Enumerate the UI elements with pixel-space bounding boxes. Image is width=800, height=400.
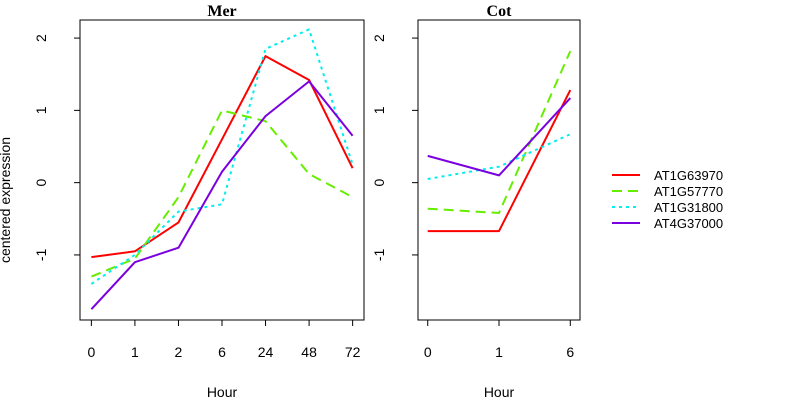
legend-label: AT1G63970 <box>654 168 723 183</box>
legend-item: AT1G57770 <box>612 184 723 199</box>
panel-mer: Mer 0 1 2 6 24 48 72 Hour -1 0 1 2 <box>33 3 365 400</box>
series-line-at1g31800 <box>90 28 354 285</box>
legend-label: AT4G37000 <box>654 216 723 231</box>
legend-item: AT1G31800 <box>612 200 723 215</box>
y-tick-label: -1 <box>371 249 387 262</box>
series-line-at1g57770 <box>427 50 572 214</box>
x-tick-label: 1 <box>495 344 503 360</box>
x-axis-label: Hour <box>484 384 515 400</box>
x-tick-label: 0 <box>424 344 432 360</box>
y-tick-label: 1 <box>371 106 387 114</box>
legend-item: AT4G37000 <box>612 216 723 231</box>
y-tick-label: -1 <box>33 249 49 262</box>
y-tick-label: 1 <box>33 106 49 114</box>
legend-item: AT1G63970 <box>612 168 723 183</box>
chart-panels: Mer 0 1 2 6 24 48 72 Hour -1 0 1 2 Cot 0 1 6 Hour -1 0 1 2 <box>33 3 581 400</box>
x-tick-label: 72 <box>345 344 361 360</box>
y-axis-label: centered expression <box>0 137 13 263</box>
legend-label: AT1G57770 <box>654 184 723 199</box>
x-tick-label: 48 <box>301 344 317 360</box>
panel-cot: Cot 0 1 6 Hour -1 0 1 2 <box>371 3 581 400</box>
panel-title: Mer <box>207 3 236 20</box>
x-tick-label: 1 <box>131 344 139 360</box>
panel-title: Cot <box>487 3 513 20</box>
series-line-at4g37000 <box>90 80 354 310</box>
x-axis-label: Hour <box>207 384 238 400</box>
y-tick-label: 0 <box>371 179 387 187</box>
y-tick-label: 2 <box>371 34 387 42</box>
legend-label: AT1G31800 <box>654 200 723 215</box>
x-tick-label: 24 <box>258 344 274 360</box>
series-line-at1g63970 <box>91 55 354 259</box>
x-tick-label: 6 <box>218 344 226 360</box>
y-tick-label: 2 <box>33 34 49 42</box>
series-line-at1g31800 <box>427 133 571 180</box>
x-tick-label: 0 <box>87 344 95 360</box>
series-line-at4g37000 <box>427 97 572 177</box>
series-line-at1g63970 <box>427 89 572 233</box>
y-tick-label: 0 <box>33 179 49 187</box>
x-tick-label: 2 <box>175 344 183 360</box>
plot-frame <box>417 19 581 321</box>
x-tick-label: 6 <box>566 344 574 360</box>
